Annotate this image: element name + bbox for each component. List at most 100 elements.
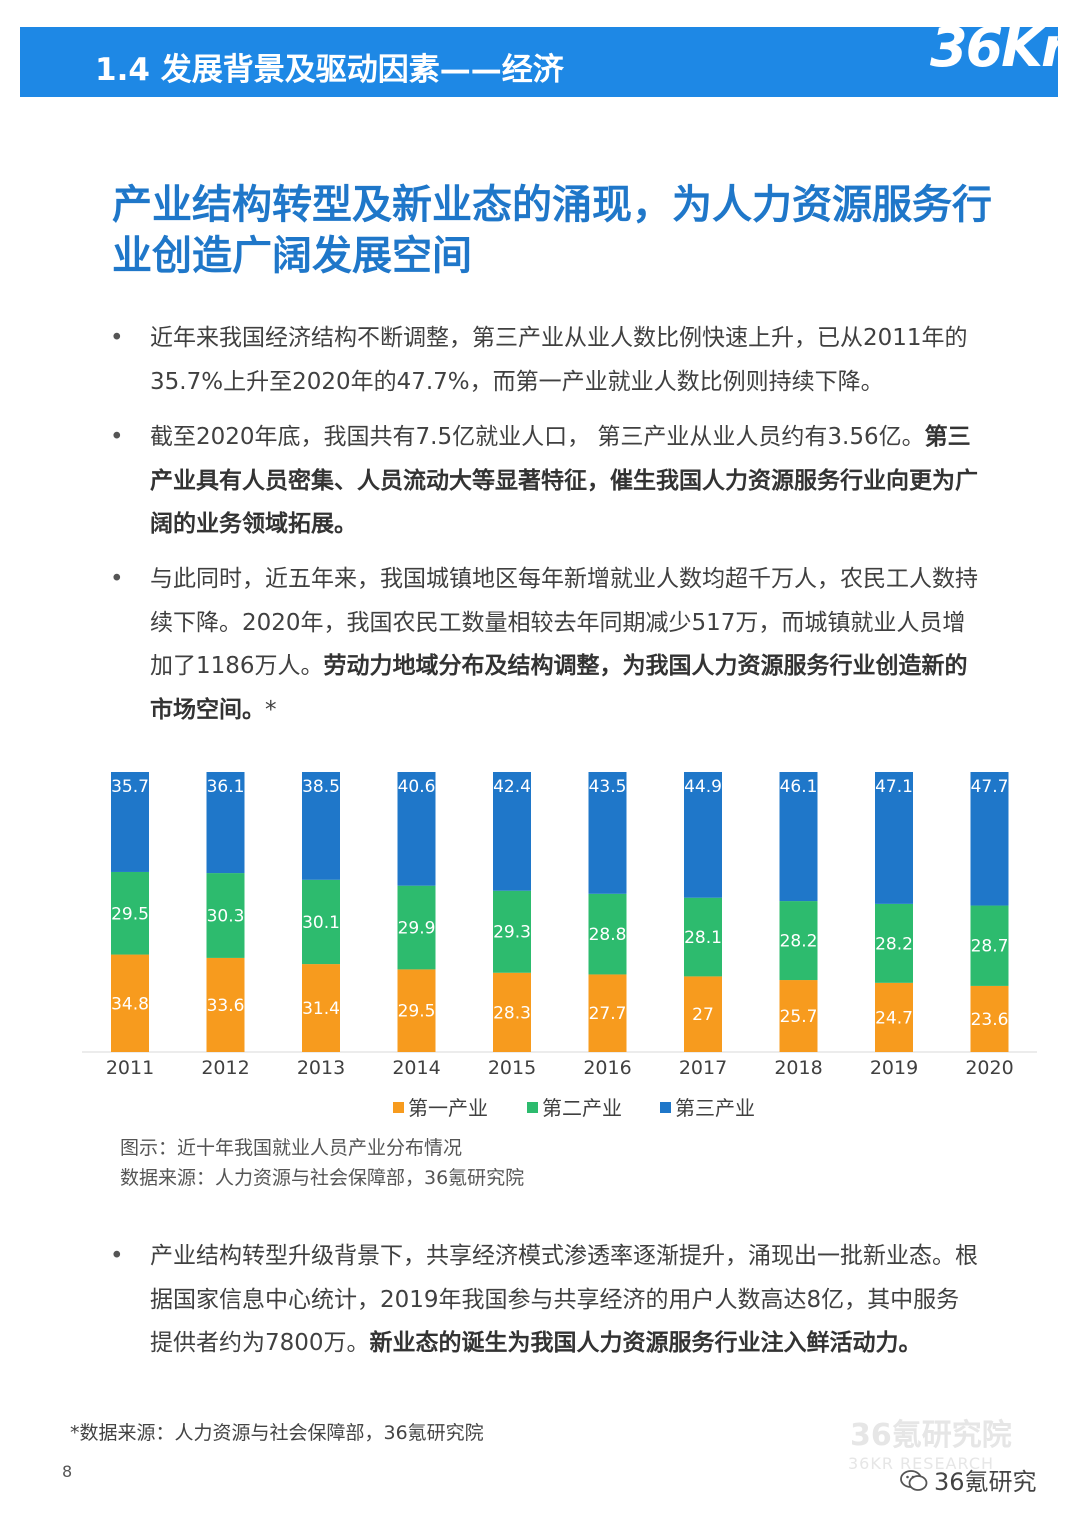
bar-2013-series-2 — [302, 879, 340, 965]
data-label-2016-series-3: 43.5 — [589, 777, 627, 797]
data-label-2015-series-2: 29.3 — [493, 923, 531, 943]
data-label-2018-series-1: 25.7 — [780, 1007, 818, 1027]
data-label-2011-series-2: 29.5 — [111, 904, 149, 924]
bar-2018-series-3 — [779, 772, 818, 902]
bar-2016-series-2 — [588, 893, 627, 975]
legend-swatch-series-2 — [527, 1102, 538, 1113]
x-tick-label-2012: 2012 — [201, 1057, 249, 1079]
bar-2018-series-2 — [779, 901, 818, 981]
wechat-name: 36氪研究 — [934, 1468, 1037, 1496]
data-label-2015-series-3: 42.4 — [493, 777, 531, 797]
data-label-2018-series-3: 46.1 — [780, 777, 818, 797]
data-label-2020-series-1: 23.6 — [971, 1010, 1009, 1030]
bullet-3-asterisk: * — [265, 696, 277, 723]
data-label-2013-series-2: 30.1 — [302, 913, 340, 933]
employment-structure-chart: 34.8 29.5 35.7 33.6 30.3 36.1 31.4 30.1 38.5 29.5… — [82, 772, 1037, 1120]
bullet-2-emphasis: 第三产业具有人员密集、人员流动大等显著特征，催生我国人力资源服务行业向更为广阔的… — [150, 424, 978, 537]
36kr-logo: 36Kr — [930, 16, 1068, 79]
legend-label-series-3: 第三产业 — [675, 1096, 755, 1120]
wechat-icon — [900, 1470, 928, 1491]
bar-2011-series-2 — [111, 871, 149, 955]
bar-2017-series-2 — [684, 897, 722, 977]
x-tick-label-2011: 2011 — [106, 1057, 154, 1079]
data-label-2013-series-3: 38.5 — [302, 777, 340, 797]
legend-swatch-series-3 — [660, 1102, 671, 1113]
data-label-2016-series-1: 27.7 — [589, 1004, 627, 1024]
watermark-title: 36氪研究院 — [850, 1418, 1012, 1453]
data-label-2017-series-3: 44.9 — [684, 777, 722, 797]
bar-2019-series-3 — [875, 772, 913, 904]
data-label-2019-series-1: 24.7 — [875, 1008, 913, 1028]
data-label-2020-series-2: 28.7 — [971, 937, 1009, 957]
data-label-2012-series-3: 36.1 — [207, 777, 245, 797]
bar-2011-series-3 — [111, 772, 149, 872]
data-label-2019-series-2: 28.2 — [875, 934, 913, 954]
x-tick-label-2017: 2017 — [679, 1057, 727, 1079]
data-label-2012-series-1: 33.6 — [207, 996, 245, 1016]
legend-label-series-1: 第一产业 — [408, 1096, 488, 1120]
data-label-2012-series-2: 30.3 — [207, 907, 245, 927]
bar-2020-series-2 — [970, 905, 1009, 986]
bullet-2: • 截至2020年底，我国共有7.5亿就业人口， 第三产业从业人员约有3.56亿… — [110, 416, 980, 547]
x-tick-label-2019: 2019 — [870, 1057, 918, 1079]
wechat-account: 36氪研究 — [900, 1462, 1037, 1497]
bullet-2-text: 截至2020年底，我国共有7.5亿就业人口， 第三产业从业人员约有3.56亿。 — [150, 424, 925, 450]
bullet-3: • 与此同时，近五年来，我国城镇地区每年新增就业人数均超千万人，农民工人数持续下… — [110, 558, 980, 732]
data-label-2017-series-2: 28.1 — [684, 928, 722, 948]
x-tick-label-2016: 2016 — [583, 1057, 631, 1079]
x-tick-label-2013: 2013 — [297, 1057, 345, 1079]
data-label-2019-series-3: 47.1 — [875, 777, 913, 797]
bullet-3-text: 与此同时，近五年来，我国城镇地区每年新增就业人数均超千万人，农民工人数持续下降。… — [150, 566, 978, 679]
chart-caption: 图示：近十年我国就业人员产业分布情况 — [120, 1137, 463, 1159]
x-tick-label-2018: 2018 — [774, 1057, 822, 1079]
bar-2020-series-3 — [970, 772, 1009, 906]
footnote: *数据来源：人力资源与社会保障部，36氪研究院 — [70, 1422, 484, 1444]
x-tick-label-2015: 2015 — [488, 1057, 536, 1079]
bar-2013-series-1 — [302, 964, 340, 1052]
bar-2016-series-1 — [588, 974, 627, 1052]
data-label-2017-series-1: 27 — [692, 1005, 714, 1025]
chart-source: 数据来源：人力资源与社会保障部，36氪研究院 — [120, 1167, 525, 1189]
bullet-1: • 近年来我国经济结构不断调整，第三产业从业人数比例快速上升，已从2011年的3… — [110, 317, 980, 404]
bar-2011-series-1 — [111, 954, 149, 1052]
legend-swatch-series-1 — [393, 1102, 404, 1113]
bullet-1-text: 近年来我国经济结构不断调整，第三产业从业人数比例快速上升，已从2011年的35.… — [150, 325, 968, 395]
bar-2019-series-2 — [875, 903, 913, 983]
bar-2012-series-1 — [206, 957, 245, 1052]
data-label-2014-series-2: 29.9 — [398, 919, 436, 939]
bar-2017-series-3 — [684, 772, 722, 898]
section-title: 1.4 发展背景及驱动因素——经济 — [95, 52, 564, 88]
bar-2015-series-1 — [493, 972, 531, 1052]
bar-2015-series-2 — [493, 890, 531, 973]
bar-2020-series-1 — [970, 985, 1009, 1052]
bar-2018-series-1 — [779, 980, 818, 1052]
bullet-dot-icon: • — [110, 566, 124, 592]
page-title: 产业结构转型及新业态的涌现，为人力资源服务行业创造广阔发展空间 — [112, 182, 992, 279]
data-label-2014-series-3: 40.6 — [398, 777, 436, 797]
data-label-2011-series-1: 34.8 — [111, 994, 149, 1014]
data-label-2016-series-2: 28.8 — [589, 925, 627, 945]
bullet-3-emphasis: 劳动力地域分布及结构调整，为我国人力资源服务行业创造新的市场空间。 — [150, 653, 968, 723]
data-label-2015-series-1: 28.3 — [493, 1003, 531, 1023]
data-label-2013-series-1: 31.4 — [302, 999, 340, 1019]
bar-2014-series-2 — [397, 885, 436, 970]
page-number: 8 — [62, 1462, 73, 1481]
bar-2019-series-1 — [875, 982, 913, 1052]
legend-label-series-2: 第二产业 — [542, 1096, 622, 1120]
bar-2013-series-3 — [302, 772, 340, 880]
bullet-4-text: 产业结构转型升级背景下，共享经济模式渗透率逐渐提升，涌现出一批新业态。根据国家信… — [150, 1243, 978, 1356]
bar-2014-series-3 — [397, 772, 436, 886]
header-bar — [20, 27, 1058, 97]
data-label-2020-series-3: 47.7 — [971, 777, 1009, 797]
bullet-dot-icon: • — [110, 325, 124, 351]
watermark-subtitle: 36KR RESEARCH — [848, 1454, 995, 1473]
x-tick-label-2014: 2014 — [392, 1057, 440, 1079]
logo-tile — [925, 27, 1058, 97]
data-label-2011-series-3: 35.7 — [111, 777, 149, 797]
x-tick-label-2020: 2020 — [965, 1057, 1013, 1079]
data-label-2018-series-2: 28.2 — [780, 932, 818, 952]
bullet-4: • 产业结构转型升级背景下，共享经济模式渗透率逐渐提升，涌现出一批新业态。根据国… — [110, 1235, 980, 1366]
bar-2016-series-3 — [588, 772, 627, 894]
data-label-2014-series-1: 29.5 — [398, 1002, 436, 1022]
bullet-dot-icon: • — [110, 424, 124, 450]
